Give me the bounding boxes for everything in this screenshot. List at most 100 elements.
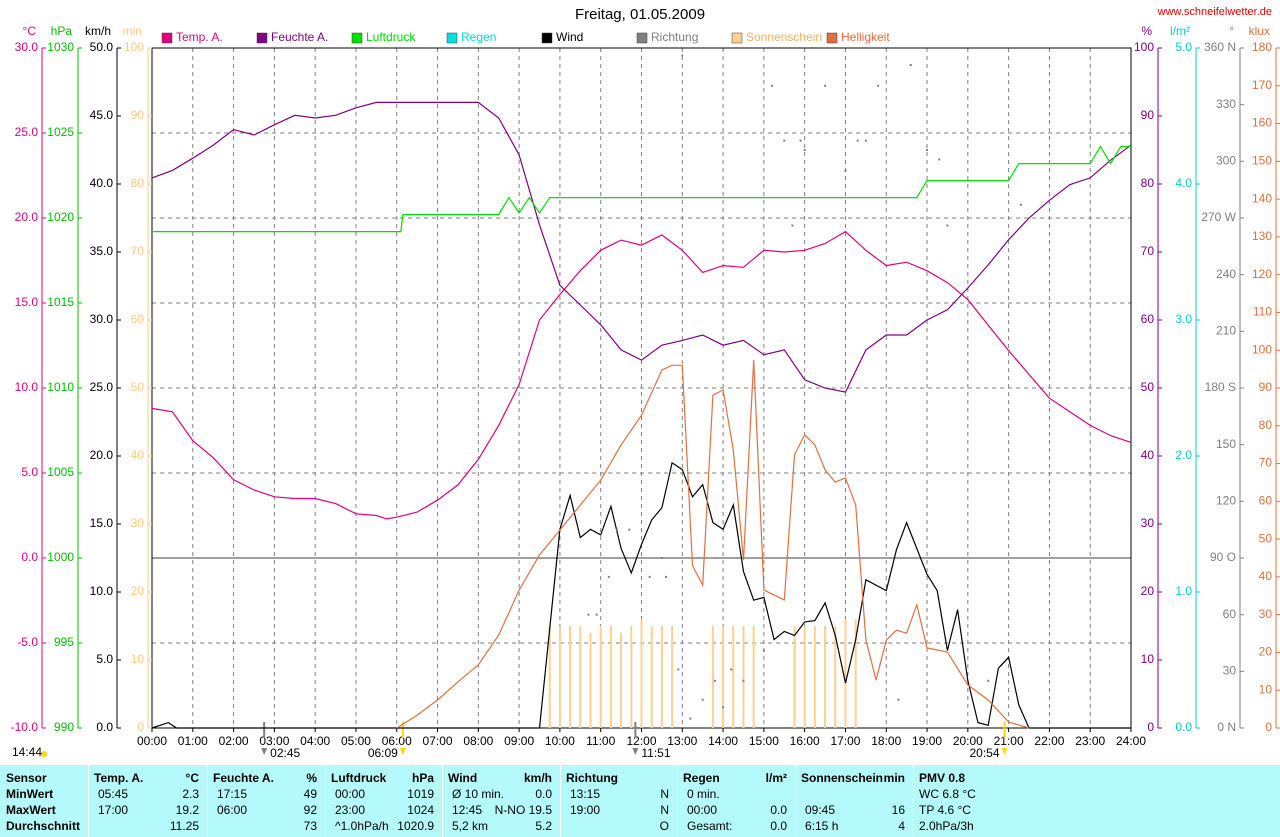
cell-value: O <box>659 819 669 833</box>
legend-swatch <box>541 32 553 44</box>
x-tick-label: 11:00 <box>586 734 615 748</box>
direction-point <box>616 528 619 531</box>
direction-point <box>587 613 590 616</box>
y-tick-label: 0 N <box>1217 720 1236 734</box>
y-tick-label: 5.0 <box>1175 40 1192 54</box>
x-tick-label: 00:00 <box>137 734 167 748</box>
y-tick-label: 90 O <box>1210 550 1236 564</box>
direction-point <box>607 575 610 578</box>
row-label: MaxWert <box>6 803 56 817</box>
legend-label: Sonnenschein <box>746 30 822 44</box>
y-tick-label: 1025 <box>47 125 74 139</box>
cell-time: ^1.0hPa/h <box>335 819 389 833</box>
y-tick-label: 1030 <box>47 40 74 54</box>
y-tick-label: 50 <box>1259 531 1273 545</box>
axis-unit: °C <box>23 24 37 38</box>
y-tick-label: 110 <box>1253 305 1272 319</box>
legend-label: Luftdruck <box>366 30 416 44</box>
y-tick-label: 10 <box>131 652 145 666</box>
sunshine-bar <box>834 626 837 728</box>
y-tick-label: 180 S <box>1205 380 1236 394</box>
cell-value: 2.3 <box>182 787 199 801</box>
y-tick-label: 70 <box>1259 456 1273 470</box>
sunshine-bar <box>671 626 674 728</box>
cell-time: 09:45 <box>805 803 836 817</box>
cell-value: N-NO 19.5 <box>494 803 552 817</box>
sunshine-bar <box>548 626 551 728</box>
sunshine-bar <box>854 619 857 728</box>
cell-value: 1020.9 <box>397 819 434 833</box>
row-label: Durchschnitt <box>6 819 81 833</box>
y-tick-label: 100 <box>1134 40 1154 54</box>
column-unit: °C <box>185 771 199 785</box>
direction-point <box>799 139 802 142</box>
y-tick-label: -10.0 <box>11 720 39 734</box>
cell-value: 0.0 <box>770 819 787 833</box>
y-tick-label: 60 <box>131 312 145 326</box>
direction-point <box>689 717 692 720</box>
sunshine-bar <box>711 626 714 728</box>
y-tick-label: 0 <box>1147 720 1154 734</box>
chart-title: Freitag, 01.05.2009 <box>575 6 705 23</box>
direction-point <box>844 169 847 172</box>
cell-time: 12:45 <box>452 803 483 817</box>
y-tick-label: 995 <box>54 635 74 649</box>
column-separator <box>442 765 443 837</box>
column-unit: % <box>306 771 317 785</box>
y-tick-label: 25.0 <box>15 125 39 139</box>
direction-point <box>864 139 867 142</box>
cell-value: 11.25 <box>169 819 199 833</box>
row-label: 2.0hPa/3h <box>919 819 974 833</box>
y-tick-label: 25.0 <box>90 380 114 394</box>
y-tick-label: 40 <box>1259 569 1273 583</box>
sunshine-bar <box>579 626 582 728</box>
column-header: Temp. A. <box>94 771 144 785</box>
sunshine-bar <box>752 626 755 728</box>
axis-unit: km/h <box>85 24 111 38</box>
cell-value: 92 <box>303 803 317 817</box>
cell-time: Gesamt: <box>687 819 733 833</box>
event-icon <box>261 748 268 755</box>
y-tick-label: 170 <box>1252 78 1272 92</box>
y-tick-label: 1010 <box>47 380 74 394</box>
direction-point <box>783 139 786 142</box>
y-tick-label: 15.0 <box>90 516 114 530</box>
sunshine-bar <box>640 619 643 728</box>
cell-value: 1024 <box>407 803 434 817</box>
axis-unit: hPa <box>51 24 73 38</box>
cell-value: 0.0 <box>535 787 552 801</box>
y-tick-label: 5.0 <box>96 652 113 666</box>
background <box>0 0 1280 765</box>
column-separator <box>913 765 914 837</box>
legend-swatch <box>826 32 838 44</box>
cell-time: 05:45 <box>98 787 129 801</box>
cell-value: N <box>660 787 669 801</box>
y-tick-label: 60 <box>1259 494 1273 508</box>
sunshine-bar <box>803 626 806 728</box>
y-tick-label: 5.0 <box>21 465 38 479</box>
y-tick-label: 10.0 <box>15 380 39 394</box>
column-separator <box>207 765 208 837</box>
series-line <box>151 461 1131 729</box>
cell-time: 19:00 <box>570 803 601 817</box>
y-tick-label: 30.0 <box>15 40 39 54</box>
y-tick-label: 40.0 <box>90 176 114 190</box>
column-unit: l/m² <box>765 771 787 785</box>
y-tick-label: 1005 <box>47 465 74 479</box>
direction-point <box>897 698 900 701</box>
direction-point <box>681 54 684 57</box>
sunshine-bar <box>630 626 633 728</box>
y-tick-label: 0.0 <box>1175 720 1192 734</box>
cell-time: 17:15 <box>217 787 248 801</box>
sunshine-bar <box>620 632 623 728</box>
y-tick-label: 180 <box>1252 40 1272 54</box>
x-tick-label: 02:00 <box>219 734 249 748</box>
event-label: 02:45 <box>270 746 300 760</box>
x-tick-label: 06:00 <box>382 734 412 748</box>
y-tick-label: 90 <box>1141 108 1155 122</box>
y-tick-label: 50 <box>1141 380 1155 394</box>
sunshine-bar <box>793 626 796 728</box>
x-tick-label: 17:00 <box>830 734 860 748</box>
direction-point <box>856 139 859 142</box>
chart: Freitag, 01.05.2009 www.schneifelwetter.… <box>0 0 1280 765</box>
